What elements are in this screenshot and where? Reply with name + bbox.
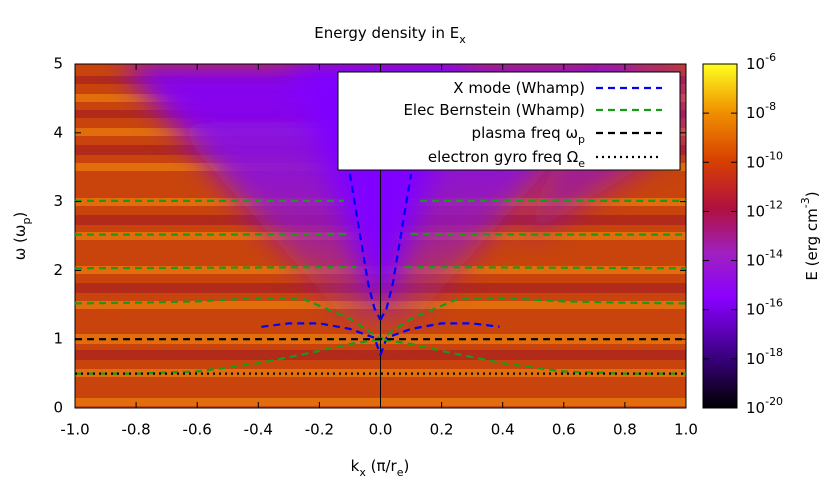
text-part: Elec Bernstein (Whamp) xyxy=(403,101,585,119)
text-part: ) xyxy=(11,212,29,218)
text-part: 10 xyxy=(746,349,765,367)
colorbar-tick-label: 10-12 xyxy=(746,198,783,220)
text-part: E (erg cm xyxy=(803,208,821,280)
superscript: -6 xyxy=(765,51,776,64)
legend-label: Elec Bernstein (Whamp) xyxy=(403,101,585,119)
text-part: Energy density in E xyxy=(314,24,459,42)
subscript: p xyxy=(578,133,585,146)
x-tick-label: -0.2 xyxy=(305,421,334,439)
x-tick-label: 0.6 xyxy=(552,421,576,439)
x-tick-label: 0.4 xyxy=(491,421,515,439)
y-tick-label: 2 xyxy=(53,261,63,279)
superscript: -14 xyxy=(765,247,783,260)
x-tick-label: -0.4 xyxy=(244,421,273,439)
y-axis-label: ω (ωp) xyxy=(11,212,33,261)
superscript: -20 xyxy=(765,395,783,408)
colorbar-tick-label: 10-16 xyxy=(746,296,783,318)
subscript: e xyxy=(578,157,585,170)
chart-title: Energy density in Ex xyxy=(314,24,466,46)
subscript: x xyxy=(459,33,466,46)
superscript: -12 xyxy=(765,198,783,211)
colorbar-tick-label: 10-20 xyxy=(746,395,783,417)
superscript: -18 xyxy=(765,345,783,358)
colorbar-tick-label: 10-14 xyxy=(746,247,783,269)
text-part: k xyxy=(351,457,360,475)
legend-label: X mode (Whamp) xyxy=(453,79,585,97)
text-part: X mode (Whamp) xyxy=(453,79,585,97)
colorbar-label: E (erg cm-3) xyxy=(799,191,821,280)
text-part: 10 xyxy=(746,399,765,417)
text-part: 10 xyxy=(746,251,765,269)
text-part: (π/r xyxy=(366,457,398,475)
x-tick-label: -0.6 xyxy=(183,421,212,439)
x-axis-label: kx (π/re) xyxy=(351,457,410,479)
y-tick-label: 3 xyxy=(53,192,63,210)
text-part: 10 xyxy=(746,153,765,171)
text-part: 10 xyxy=(746,55,765,73)
superscript: -8 xyxy=(765,100,776,113)
series-line xyxy=(261,173,500,356)
y-tick-label: 1 xyxy=(53,330,63,348)
text-part: 10 xyxy=(746,202,765,220)
colorbar-tick-label: 10-8 xyxy=(746,100,776,122)
subscript: e xyxy=(397,466,404,479)
legend-label: electron gyro freq Ωe xyxy=(428,148,585,170)
text-part: ω (ω xyxy=(11,225,29,261)
text-part: ) xyxy=(803,191,821,197)
text-part: 10 xyxy=(746,300,765,318)
colorbar-tick-label: 10-18 xyxy=(746,345,783,367)
legend-label: plasma freq ωp xyxy=(472,124,585,146)
x-tick-label: -0.8 xyxy=(121,421,150,439)
x-tick-label: 1.0 xyxy=(674,421,698,439)
subscript: p xyxy=(20,218,33,225)
text-part: electron gyro freq Ω xyxy=(428,148,578,166)
superscript: -10 xyxy=(765,149,783,162)
colorbar-tick-label: 10-10 xyxy=(746,149,783,171)
text-part: plasma freq ω xyxy=(472,124,578,142)
x-tick-label: -1.0 xyxy=(60,421,89,439)
colorbar-tick-label: 10-6 xyxy=(746,51,776,73)
text-part: 10 xyxy=(746,104,765,122)
x-tick-label: 0.8 xyxy=(613,421,637,439)
y-tick-label: 0 xyxy=(53,399,63,417)
superscript: -3 xyxy=(799,197,812,208)
y-tick-label: 5 xyxy=(53,55,63,73)
x-tick-label: 0.2 xyxy=(430,421,454,439)
superscript: -16 xyxy=(765,296,783,309)
colorbar xyxy=(702,63,738,409)
y-tick-label: 4 xyxy=(53,123,63,141)
subscript: x xyxy=(359,466,366,479)
text-part: ) xyxy=(404,457,410,475)
x-tick-label: 0.0 xyxy=(369,421,393,439)
